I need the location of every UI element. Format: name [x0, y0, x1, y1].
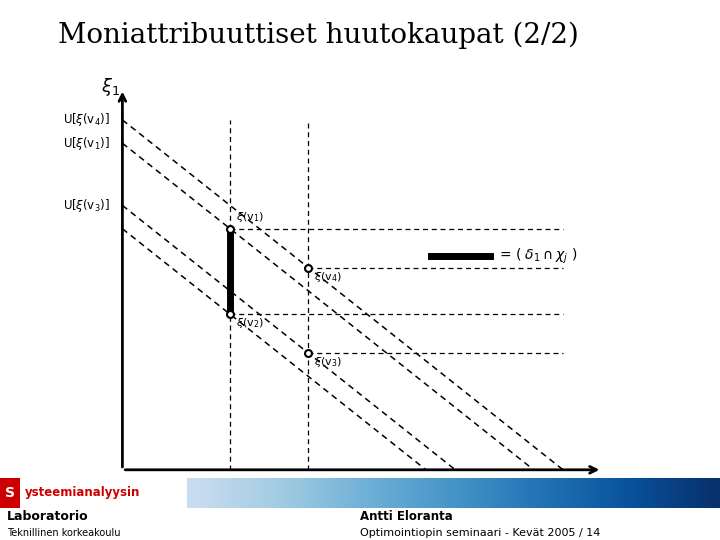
Text: U[$\xi$(v$_4$)]: U[$\xi$(v$_4$)]	[63, 111, 110, 129]
Text: Antti Eloranta: Antti Eloranta	[360, 510, 453, 523]
Text: Teknillinen korkeakoulu: Teknillinen korkeakoulu	[7, 528, 121, 537]
Text: S: S	[5, 486, 15, 500]
Text: $\xi_1$: $\xi_1$	[101, 76, 120, 98]
Text: U[$\xi$(v$_3$)]: U[$\xi$(v$_3$)]	[63, 197, 110, 214]
Text: U[$\xi$(v$_1$)]: U[$\xi$(v$_1$)]	[63, 134, 110, 152]
Text: Laboratorio: Laboratorio	[7, 510, 89, 523]
Text: = ( $\delta_1 \cap \chi_j$ ): = ( $\delta_1 \cap \chi_j$ )	[500, 246, 577, 266]
Text: Optimointiopin seminaari - Kevät 2005 / 14: Optimointiopin seminaari - Kevät 2005 / …	[360, 528, 600, 537]
Bar	[0, 478, 20, 508]
Text: Moniattribuuttiset huutokaupat (2/2): Moniattribuuttiset huutokaupat (2/2)	[58, 22, 578, 49]
Text: $\xi$(v$_1$): $\xi$(v$_1$)	[236, 210, 264, 224]
Text: $\xi_2$: $\xi_2$	[595, 485, 614, 508]
Text: $\xi$(v$_2$): $\xi$(v$_2$)	[236, 316, 264, 330]
Text: ysteemianalyysin: ysteemianalyysin	[25, 487, 140, 500]
Text: $\xi$(v$_4$): $\xi$(v$_4$)	[315, 269, 342, 284]
Text: $\xi$(v$_3$): $\xi$(v$_3$)	[315, 355, 342, 369]
